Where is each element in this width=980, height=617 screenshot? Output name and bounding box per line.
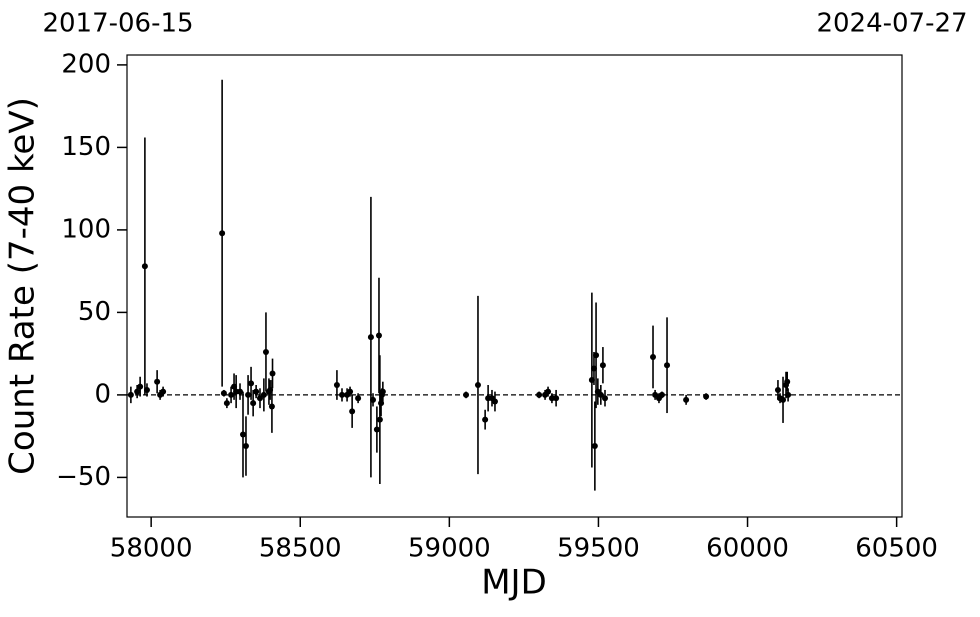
data-point	[268, 403, 275, 410]
data-point	[378, 400, 385, 407]
data-point	[785, 391, 792, 398]
data-point	[223, 400, 230, 407]
data-point	[242, 443, 249, 450]
data-point	[154, 378, 161, 385]
data-point	[784, 378, 791, 385]
data-point	[239, 431, 246, 438]
data-point	[599, 362, 606, 369]
x-tick-label: 60000	[706, 534, 789, 564]
data-point	[780, 396, 787, 403]
data-point	[482, 416, 489, 423]
y-tick-label: 150	[61, 132, 111, 162]
data-point	[593, 352, 600, 359]
data-point	[375, 332, 382, 339]
data-point	[463, 391, 470, 398]
data-point	[220, 390, 227, 397]
data-point	[248, 380, 255, 387]
data-point	[703, 393, 710, 400]
data-point	[338, 391, 345, 398]
data-point	[474, 382, 481, 388]
data-point	[650, 353, 657, 360]
data-point	[491, 398, 498, 405]
data-point	[379, 388, 386, 395]
data-point	[774, 386, 781, 393]
x-tick-label: 59500	[557, 534, 640, 564]
y-tick-label: 50	[78, 297, 111, 327]
x-tick-label: 60500	[855, 534, 938, 564]
data-point	[134, 388, 141, 395]
data-point	[237, 388, 244, 395]
data-point	[333, 382, 340, 388]
data-point	[262, 349, 269, 355]
y-tick-label: 200	[61, 49, 111, 79]
end-date: 2024-07-27	[816, 9, 967, 39]
data-point	[137, 383, 144, 390]
data-point	[545, 388, 552, 395]
data-point	[355, 395, 362, 402]
y-tick-label: 0	[94, 379, 111, 409]
data-point	[597, 391, 604, 398]
data-point	[548, 395, 555, 402]
data-point	[127, 391, 134, 398]
plot-frame	[126, 54, 903, 518]
data-point	[553, 395, 560, 402]
data-point	[250, 400, 257, 407]
data-point	[260, 391, 267, 398]
y-axis-label: Count Rate (7-40 keV)	[3, 97, 43, 475]
x-axis-label: MJD	[481, 563, 547, 603]
data-point	[536, 391, 543, 398]
data-point	[658, 391, 665, 398]
data-point	[376, 416, 383, 423]
data-point	[141, 263, 148, 270]
data-point	[683, 396, 690, 403]
data-point	[228, 391, 235, 398]
data-point	[367, 334, 374, 341]
data-point	[664, 362, 671, 369]
data-point	[370, 396, 377, 403]
data-point	[349, 408, 356, 415]
data-point	[219, 230, 226, 237]
x-tick-label: 58500	[259, 534, 342, 564]
data-point	[591, 443, 598, 450]
data-point	[347, 388, 354, 395]
data-point	[253, 388, 260, 395]
x-tick-label: 58000	[110, 534, 193, 564]
y-tick-label: −50	[56, 462, 111, 492]
start-date: 2017-06-15	[42, 9, 193, 39]
data-point	[602, 395, 609, 402]
y-tick-label: 100	[61, 214, 111, 244]
x-tick-label: 59000	[408, 534, 491, 564]
data-point	[269, 370, 276, 377]
data-point	[160, 388, 167, 395]
data-point	[143, 386, 150, 393]
data-point	[373, 426, 380, 433]
data-point	[245, 391, 252, 398]
